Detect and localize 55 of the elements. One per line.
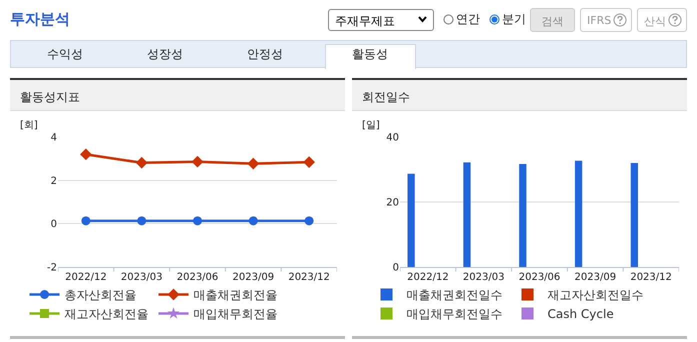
y-tick-label: 40 xyxy=(386,132,399,144)
x-tick-label: 2023/09 xyxy=(232,272,274,283)
x-tick-label: 2023/03 xyxy=(120,272,162,283)
point xyxy=(247,158,260,170)
x-tick-label: 2023/03 xyxy=(462,272,504,283)
x-tick-label: 2023/12 xyxy=(288,272,330,283)
y-tick-label: -2 xyxy=(47,262,57,274)
legend-label: 재고자산회전일수 xyxy=(548,288,644,302)
x-tick-label: 2023/09 xyxy=(574,272,616,283)
text: 주재무제표 xyxy=(328,9,434,31)
text: 안정성 xyxy=(246,46,284,63)
point xyxy=(303,156,315,168)
legend-label: 재고자산회전율 xyxy=(64,307,149,322)
point xyxy=(81,216,90,226)
text: 수익성 xyxy=(46,46,84,63)
point xyxy=(304,216,314,226)
text: 연간 xyxy=(456,11,480,28)
legend-label: 매출채권회전일수 xyxy=(406,288,503,302)
point xyxy=(137,216,146,226)
bar xyxy=(463,162,471,267)
y-axis-title: [회] xyxy=(20,120,38,131)
x-tick-label: 2023/06 xyxy=(176,272,218,283)
x-tick-label: 2022/12 xyxy=(65,272,107,283)
legend-label: 매입채무회전율 xyxy=(194,307,278,322)
y-tick-label: 20 xyxy=(386,198,399,208)
y-axis-title: [일] xyxy=(362,120,380,131)
point xyxy=(248,216,258,226)
legend-label: 총자산회전율 xyxy=(64,288,137,302)
y-tick-label: 0 xyxy=(392,262,399,274)
x-tick-label: 2023/06 xyxy=(518,272,560,283)
point xyxy=(80,148,92,160)
text: 투자분석 xyxy=(10,10,70,29)
text: 검색 xyxy=(530,8,575,32)
legend-label: 매입채무회전일수 xyxy=(406,307,503,322)
chart-title: 활동성지표 xyxy=(10,78,345,111)
y-tick-label: 2 xyxy=(50,176,57,187)
y-tick-label: 4 xyxy=(50,132,57,144)
chart-title: 회전일수 xyxy=(352,78,687,111)
bar xyxy=(574,160,582,267)
text: IFRS xyxy=(580,8,632,32)
x-tick-label: 2022/12 xyxy=(407,272,449,283)
legend-label: Cash Cycle xyxy=(548,307,614,322)
bar xyxy=(630,163,638,267)
text: 성장성 xyxy=(146,46,184,63)
y-tick-label: 0 xyxy=(50,219,57,230)
text: 산식 xyxy=(637,8,687,32)
text: 분기 xyxy=(502,11,526,28)
point xyxy=(136,156,148,169)
bar xyxy=(519,164,526,267)
point xyxy=(193,216,202,226)
bar xyxy=(408,174,415,267)
x-tick-label: 2023/12 xyxy=(630,272,672,283)
text: 활동성 xyxy=(351,46,389,63)
legend-label: 매출채권회전율 xyxy=(194,288,278,302)
point xyxy=(192,156,204,168)
